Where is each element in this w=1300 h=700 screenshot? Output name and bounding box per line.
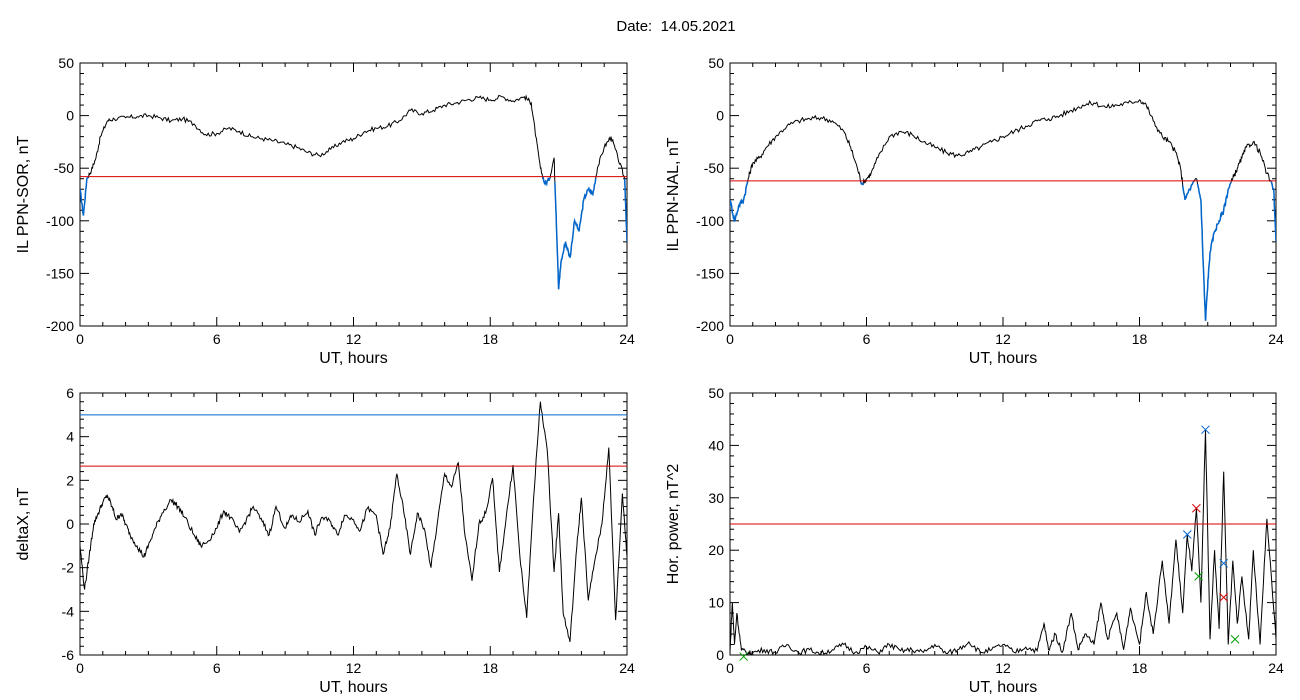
x-tick-label: 24: [1268, 331, 1284, 347]
series-line-highlight: [554, 178, 597, 290]
figure-title: Date: 14.05.2021: [0, 18, 1300, 35]
x-tick-label: 18: [1132, 660, 1148, 676]
series-line-highlight: [623, 178, 627, 242]
y-tick-label: -200: [696, 318, 724, 334]
x-tick-label: 12: [346, 331, 362, 347]
x-axis-label: UT, hours: [319, 679, 387, 696]
series-line: [80, 401, 627, 643]
x-tick-label: 18: [482, 331, 498, 347]
series-line-highlight: [1270, 180, 1276, 242]
x-tick-label: 6: [863, 660, 871, 676]
chart-panel-4: 0 6 12 18 24 50 40 30 20 10 0 UT, hours Hor. power, …: [665, 385, 1284, 696]
y-tick-label: -100: [696, 213, 724, 229]
y-tick-label: 0: [66, 108, 74, 124]
cross-marker: [1194, 572, 1204, 581]
y-tick-label: 30: [708, 490, 724, 506]
x-tick-label: 12: [995, 331, 1011, 347]
y-axis-label: IL PPN-NAL, nT: [665, 137, 682, 251]
y-axis-label: deltaX, nT: [15, 487, 32, 560]
series-line-highlight: [542, 175, 551, 187]
y-tick-label: -50: [54, 160, 74, 176]
y-tick-label: -150: [696, 265, 724, 281]
series-line-highlight: [1181, 180, 1195, 200]
y-tick-label: 40: [708, 437, 724, 453]
x-tick-label: 0: [76, 660, 84, 676]
chart-panel-3: 0 6 12 18 24 6 4 2 0 -2 -4 -6 UT, hours deltaX, nT: [15, 385, 635, 696]
x-tick-label: 6: [863, 331, 871, 347]
series-line: [730, 99, 1276, 321]
x-tick-label: 0: [726, 660, 734, 676]
x-tick-label: 0: [76, 331, 84, 347]
y-tick-label: 50: [708, 385, 724, 401]
x-tick-label: 24: [619, 331, 635, 347]
x-tick-label: 12: [995, 660, 1011, 676]
series-line: [730, 429, 1276, 655]
plot-frame: [729, 62, 1277, 327]
y-tick-label: 20: [708, 542, 724, 558]
y-tick-label: 0: [66, 516, 74, 532]
y-tick-label: 6: [66, 385, 74, 401]
x-axis-label: UT, hours: [969, 350, 1037, 367]
cross-marker: [1219, 593, 1229, 602]
x-tick-label: 18: [482, 660, 498, 676]
plot-frame: [79, 62, 628, 327]
cross-marker: [1182, 530, 1192, 539]
y-tick-label: -50: [704, 160, 724, 176]
x-tick-label: 6: [213, 331, 221, 347]
series-line-highlight: [1196, 181, 1232, 321]
y-tick-label: 4: [66, 429, 74, 445]
x-tick-label: 18: [1132, 331, 1148, 347]
y-tick-label: 50: [708, 55, 724, 71]
chart-panel-2: 0 6 12 18 24 50 0 -50 -100 -150 -200 UT, hours IL PP…: [665, 55, 1284, 367]
x-tick-label: 24: [1268, 660, 1284, 676]
x-tick-label: 24: [619, 660, 635, 676]
y-tick-label: 0: [716, 647, 724, 663]
cross-marker: [1192, 503, 1201, 513]
y-tick-label: 50: [58, 55, 74, 71]
cross-marker: [1219, 558, 1229, 568]
chart-panel-1: 0 6 12 18 24 50 0 -50 -100 -150 -200 UT, hours IL PP…: [15, 55, 635, 367]
y-tick-label: 10: [708, 595, 724, 611]
y-tick-label: 0: [716, 108, 724, 124]
series-line-highlight: [730, 181, 749, 223]
cross-marker: [1201, 425, 1210, 435]
cross-marker: [1230, 634, 1240, 644]
series-line-highlight: [860, 181, 864, 186]
x-tick-label: 6: [213, 660, 221, 676]
y-tick-label: 2: [66, 472, 74, 488]
y-tick-label: -200: [46, 318, 74, 334]
y-axis-label: IL PPN-SOR, nT: [15, 135, 32, 253]
y-tick-label: -6: [62, 647, 75, 663]
x-tick-label: 0: [726, 331, 734, 347]
x-axis-label: UT, hours: [969, 679, 1037, 696]
x-tick-label: 12: [346, 660, 362, 676]
date-value: 14.05.2021: [660, 18, 736, 35]
x-axis-label: UT, hours: [319, 350, 387, 367]
y-tick-label: -100: [46, 213, 74, 229]
y-axis-label: Hor. power, nT^2: [665, 464, 682, 585]
y-tick-label: -4: [62, 603, 75, 619]
cross-marker: [739, 652, 749, 661]
series-line-highlight: [80, 176, 89, 216]
date-label: Date:: [616, 18, 653, 35]
y-tick-label: -2: [62, 560, 75, 576]
y-tick-label: -150: [46, 265, 74, 281]
series-line: [80, 94, 627, 290]
